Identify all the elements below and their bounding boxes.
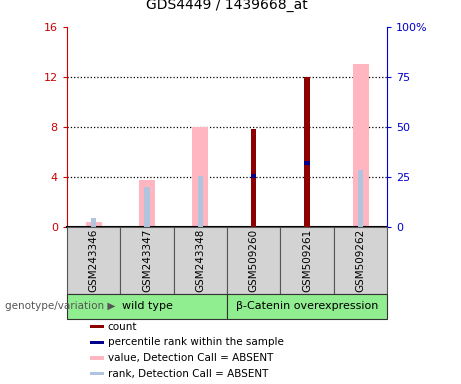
- Text: value, Detection Call = ABSENT: value, Detection Call = ABSENT: [108, 353, 273, 363]
- Text: GSM509260: GSM509260: [249, 228, 259, 292]
- Bar: [227, 294, 387, 319]
- Text: wild type: wild type: [122, 301, 172, 311]
- Bar: [198, 176, 203, 227]
- Bar: [174, 227, 227, 294]
- Bar: [120, 227, 174, 294]
- Bar: [358, 170, 363, 227]
- Bar: [334, 227, 387, 294]
- Bar: [192, 127, 208, 227]
- Text: percentile rank within the sample: percentile rank within the sample: [108, 337, 284, 347]
- Bar: [67, 227, 120, 294]
- Bar: [86, 222, 101, 227]
- Bar: [304, 161, 310, 165]
- Text: GSM243346: GSM243346: [89, 228, 99, 292]
- Bar: [353, 64, 368, 227]
- Bar: [90, 341, 104, 344]
- Bar: [139, 180, 155, 227]
- Bar: [251, 129, 256, 227]
- Text: GSM509261: GSM509261: [302, 228, 312, 292]
- Bar: [91, 218, 96, 227]
- Text: GSM243348: GSM243348: [195, 228, 205, 292]
- Bar: [90, 372, 104, 376]
- Bar: [90, 325, 104, 328]
- Bar: [280, 227, 334, 294]
- Bar: [144, 187, 150, 227]
- Text: GDS4449 / 1439668_at: GDS4449 / 1439668_at: [146, 0, 308, 12]
- Text: rank, Detection Call = ABSENT: rank, Detection Call = ABSENT: [108, 369, 268, 379]
- Text: GSM243347: GSM243347: [142, 228, 152, 292]
- Bar: [90, 356, 104, 360]
- Text: GSM509262: GSM509262: [355, 228, 366, 292]
- Bar: [304, 77, 310, 227]
- Text: β-Catenin overexpression: β-Catenin overexpression: [236, 301, 378, 311]
- Bar: [251, 174, 256, 178]
- Text: count: count: [108, 322, 137, 332]
- Bar: [227, 227, 280, 294]
- Bar: [67, 294, 227, 319]
- Text: genotype/variation ▶: genotype/variation ▶: [5, 301, 115, 311]
